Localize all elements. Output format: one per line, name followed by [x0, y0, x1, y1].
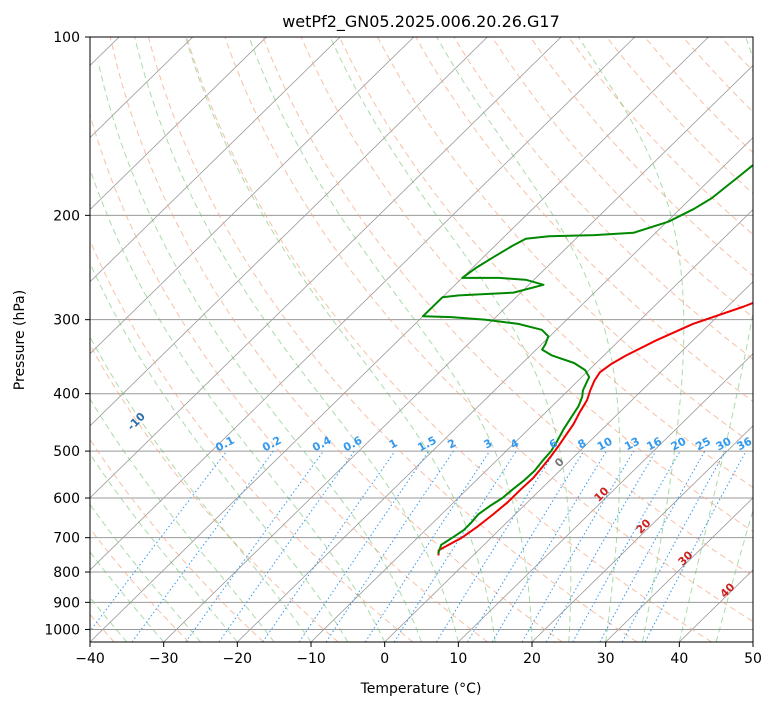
mixing-ratio-label: 16: [644, 434, 664, 453]
dry-adiabat-line: [300, 37, 753, 533]
moist-adiabat-line: [90, 503, 201, 642]
moist-adiabat-line: [185, 37, 496, 642]
moist-adiabat-line: [134, 37, 459, 642]
y-tick-label: 200: [53, 208, 80, 224]
y-tick-label: 600: [53, 491, 80, 507]
dry-adiabat-line: [377, 37, 753, 445]
dry-adiabat-line: [338, 37, 753, 489]
isotherm-gridline: [310, 209, 753, 642]
y-axis-label: Pressure (hPa): [12, 290, 28, 390]
dry-adiabat-line: [262, 37, 753, 577]
mixing-ratio-label: 30: [714, 435, 734, 454]
mixing-ratio-line: [131, 450, 274, 642]
x-tick-label: −10: [296, 651, 326, 667]
mixing-ratio-line: [364, 450, 491, 642]
mixing-ratio-label: 20: [669, 435, 689, 454]
mixing-ratio-label: 13: [622, 435, 642, 454]
isotherm-gridline: [163, 64, 753, 642]
plot-frame: [89, 36, 754, 643]
mixing-ratio-line: [262, 450, 396, 642]
isotherm-gridline: [90, 37, 562, 499]
dry-adiabat-line: [109, 37, 563, 642]
mixing-ratio-line: [325, 450, 454, 642]
temperature-profile-line: [437, 301, 753, 556]
moist-adiabat-line: [90, 335, 312, 642]
dewpoint-profile-line: [422, 164, 753, 555]
isotherm-gridline: [90, 37, 636, 571]
y-tick-label: 300: [53, 313, 80, 329]
moist-adiabat-line: [248, 37, 533, 642]
dry-adiabat-line: [415, 37, 753, 403]
moist-adiabat-line: [329, 37, 572, 642]
y-tick-label: 700: [53, 531, 80, 547]
x-tick-label: 30: [597, 651, 615, 667]
y-tick-label: 500: [53, 444, 80, 460]
dry-adiabat-line: [453, 37, 753, 360]
x-tick-label: 0: [380, 651, 389, 667]
mixing-ratio-line: [218, 450, 355, 642]
mixing-ratio-line: [467, 450, 585, 642]
isotherm-gridline: [90, 37, 341, 283]
dry-adiabat-line: [224, 37, 753, 623]
isotherm-gridline: [605, 497, 753, 642]
isotherm-gridline: [531, 425, 753, 642]
plot-area: [90, 37, 753, 642]
y-tick-label: 900: [53, 595, 80, 611]
x-axis-label: Temperature (°C): [360, 681, 482, 697]
mixing-ratio-line: [599, 450, 706, 642]
mixing-ratio-label: 10: [595, 435, 615, 454]
mixing-ratio-line: [90, 450, 228, 632]
isotherm-gridline: [458, 353, 753, 642]
dry-adiabat-line: [90, 343, 339, 642]
mixing-ratio-line: [185, 450, 324, 642]
y-tick-label: 1000: [44, 622, 80, 638]
dry-adiabat-line: [90, 112, 488, 642]
x-axis: −40 −30 −20 −10 0 10 20 30 40 50: [75, 642, 762, 667]
mixing-ratio-line: [298, 450, 430, 642]
dry-adiabat-line: [147, 37, 638, 642]
chart-title: wetPf2_GN05.2025.006.20.26.G17: [282, 12, 560, 32]
y-axis: 100 200 300 400 500 600 700 800 900 1000: [44, 30, 90, 638]
moist-adiabat-line: [678, 37, 753, 642]
moist-adiabat-line: [715, 508, 753, 642]
moist-adiabat-line: [436, 37, 621, 642]
mixing-ratio-line: [621, 450, 726, 642]
dry-adiabat-line: [186, 37, 712, 642]
isotherm-gridline: [90, 37, 267, 211]
x-tick-label: −20: [223, 651, 253, 667]
x-tick-label: 40: [670, 651, 688, 667]
mixing-ratio-line: [393, 450, 517, 642]
mixing-ratio-label: 25: [693, 435, 713, 454]
dry-adiabat-line: [491, 37, 753, 318]
x-tick-label: 10: [449, 651, 467, 667]
moist-adiabat-line: [577, 37, 685, 642]
isotherm-gridline: [384, 281, 753, 642]
y-tick-label: 800: [53, 565, 80, 581]
moist-adiabat-line: [90, 261, 349, 642]
thermodynamic-background-lines: [90, 37, 753, 642]
x-tick-label: 50: [744, 651, 762, 667]
x-tick-label: −30: [149, 651, 179, 667]
x-tick-label: 20: [523, 651, 541, 667]
moist-adiabat-line: [90, 398, 275, 642]
mixing-ratio-line: [572, 450, 681, 642]
dry-adiabat-line: [90, 239, 414, 642]
dry-adiabat-line: [90, 438, 264, 642]
isotherm-gridline: [90, 37, 709, 642]
y-tick-label: 100: [53, 30, 80, 46]
mixing-ratio-label: 36: [735, 434, 755, 453]
x-tick-label: −40: [75, 651, 105, 667]
moist-adiabat-line: [90, 167, 386, 642]
sounding-profiles: [422, 164, 753, 556]
moist-adiabat-line: [97, 61, 422, 642]
y-tick-label: 400: [53, 387, 80, 403]
